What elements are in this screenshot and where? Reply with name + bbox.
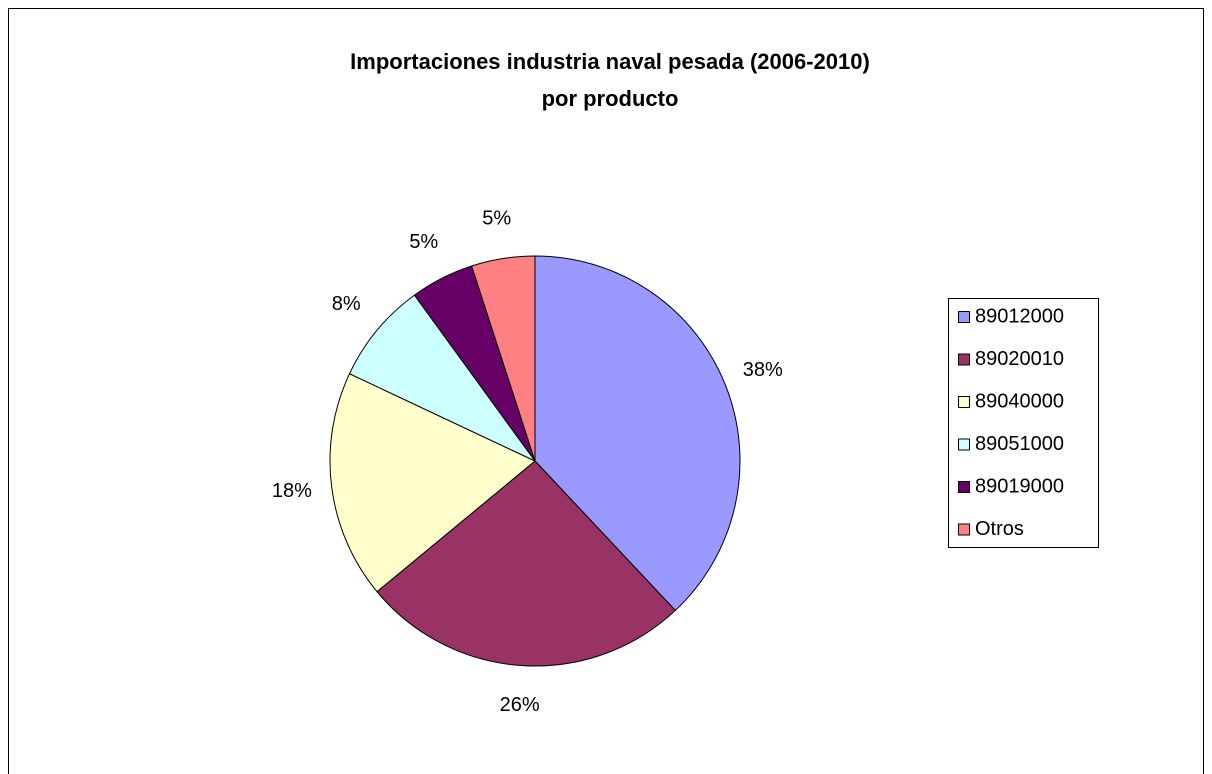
legend-label: 89040000 xyxy=(975,390,1064,412)
legend-swatch xyxy=(958,481,970,493)
data-label: 26% xyxy=(500,694,540,716)
legend-box xyxy=(948,298,1099,548)
legend-label: 89051000 xyxy=(975,433,1064,455)
legend-label: 89019000 xyxy=(975,475,1064,497)
data-label: 8% xyxy=(332,293,361,315)
chart-title: por producto xyxy=(542,86,679,111)
legend-swatch xyxy=(958,396,970,408)
legend-label: Otros xyxy=(975,518,1024,540)
legend-swatch xyxy=(958,311,970,323)
chart-title: Importaciones industria naval pesada (20… xyxy=(350,49,870,74)
pie-slice xyxy=(329,373,536,593)
pie-slice xyxy=(534,255,741,612)
data-label: 38% xyxy=(743,359,783,381)
legend-swatch xyxy=(958,523,970,536)
data-label: 5% xyxy=(482,207,511,229)
data-label: 18% xyxy=(272,480,312,502)
data-label: 5% xyxy=(409,231,438,253)
pie-slice xyxy=(348,294,536,462)
legend-label: 89012000 xyxy=(975,305,1064,327)
legend-swatch xyxy=(958,353,970,366)
pie-slice xyxy=(471,255,536,462)
legend-label: 89020010 xyxy=(975,348,1064,370)
pie-slice xyxy=(376,460,677,667)
legend-swatch xyxy=(958,438,970,451)
